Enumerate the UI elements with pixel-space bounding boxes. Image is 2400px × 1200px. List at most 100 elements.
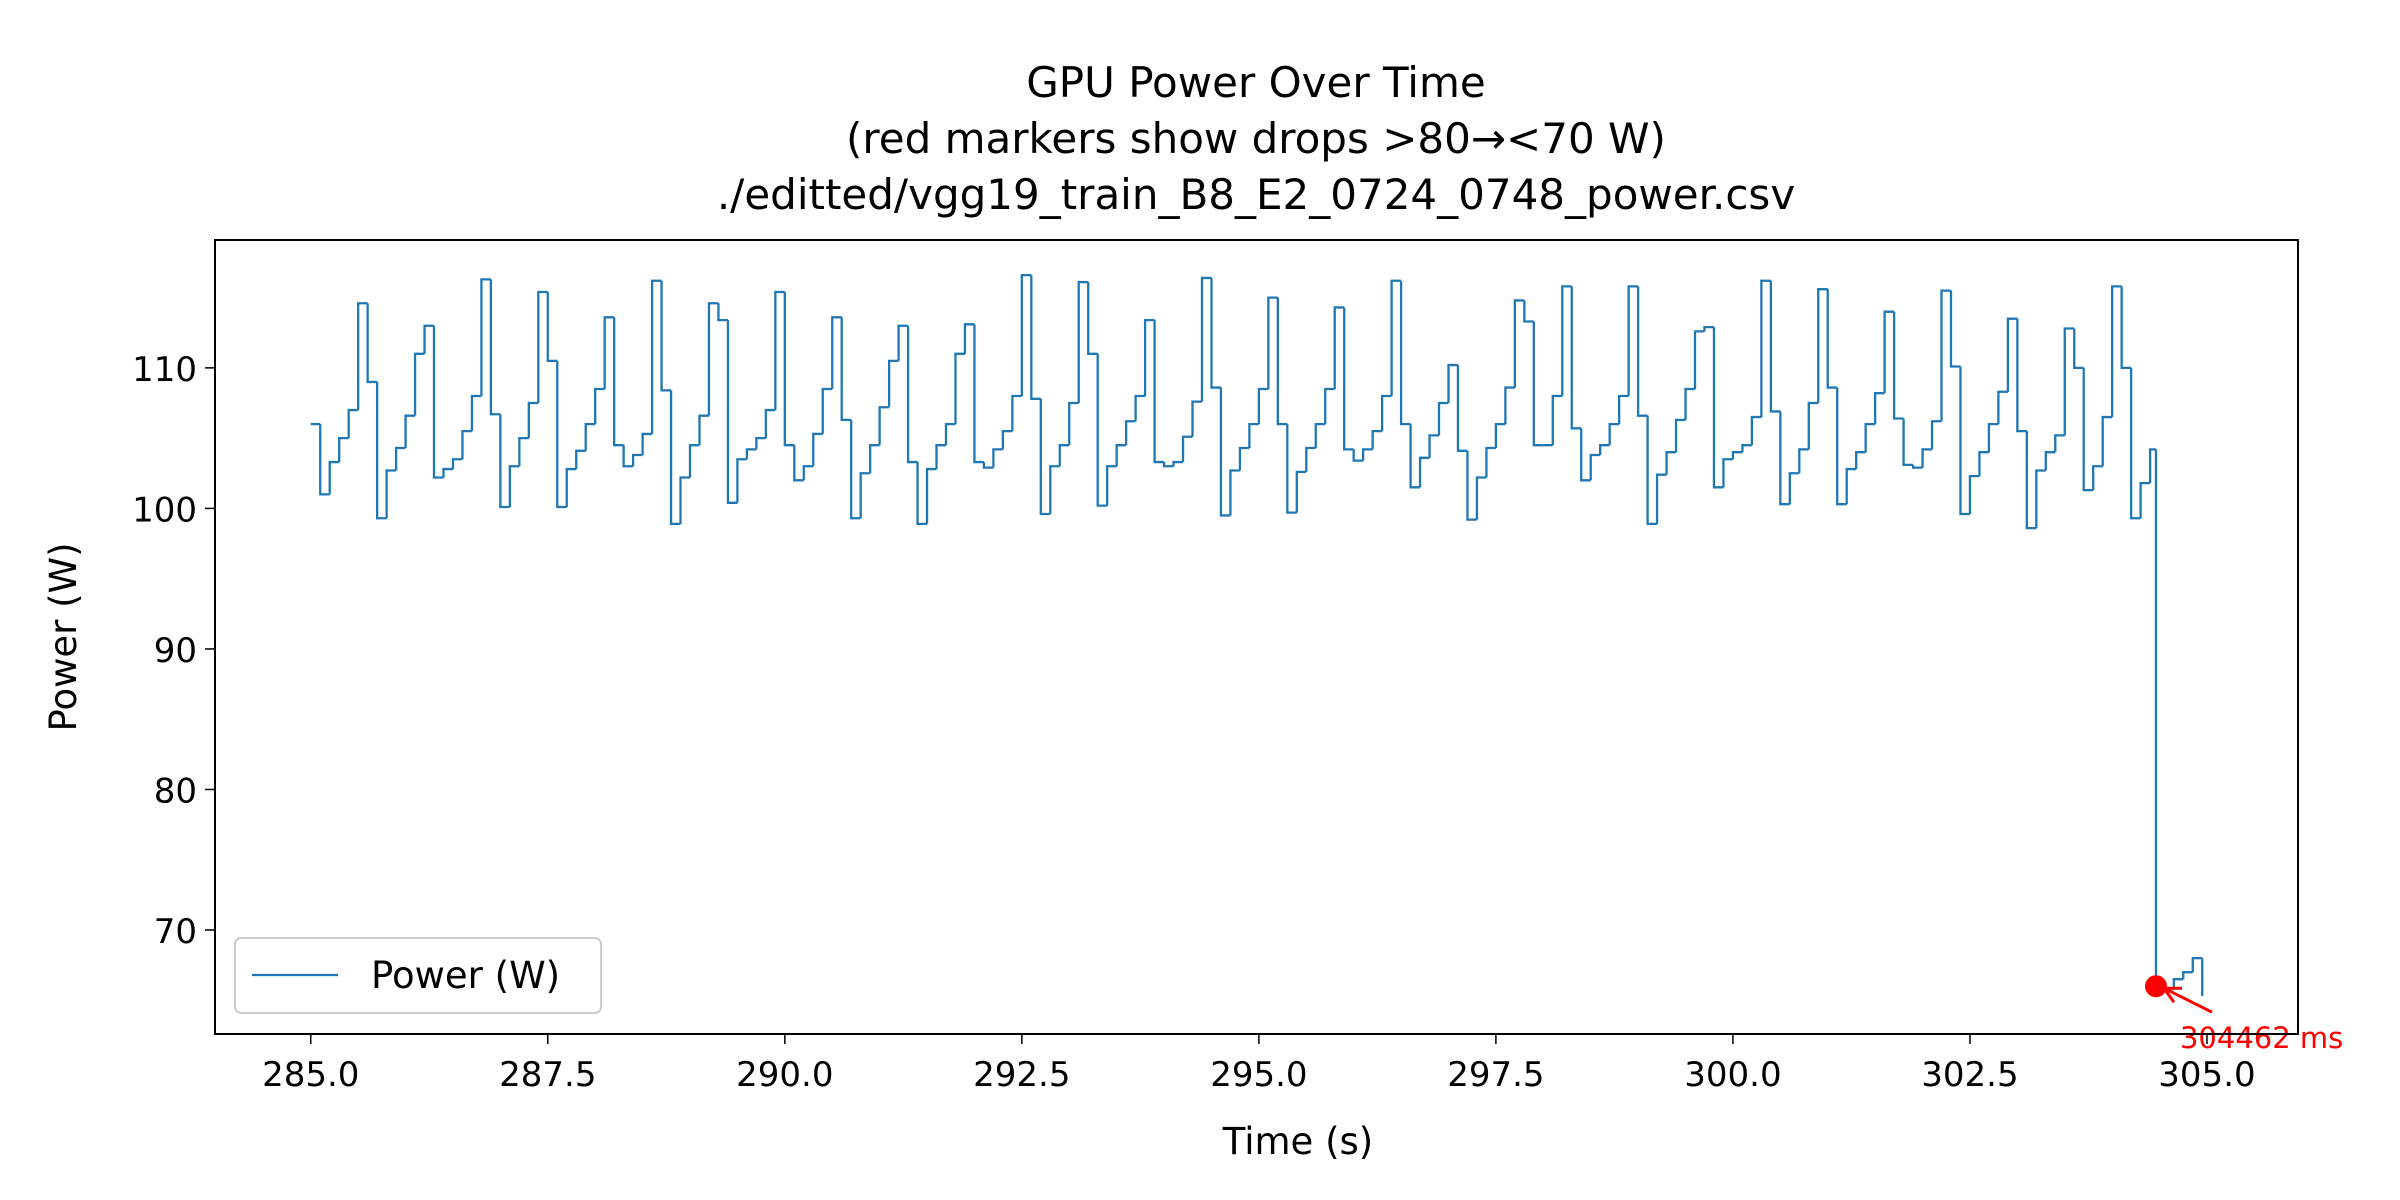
step-segment [1172,460,1184,467]
step-segment [1238,446,1250,471]
step-segment [1618,394,1629,425]
step-segment [783,291,795,447]
step-segment [1902,418,1914,466]
step-segment [973,324,984,464]
step-segment [499,414,510,509]
step-segment [1968,474,1980,515]
step-segment [1324,387,1335,425]
step-segment [1466,450,1477,521]
step-segment [1646,415,1658,526]
step-segment [755,436,766,450]
x-tick-label: 300.0 [1684,1055,1781,1095]
step-segment [556,360,567,509]
step-segment [992,448,1003,468]
step-segment [423,324,435,354]
annotation-arrowhead [2161,986,2182,1004]
y-tick-label: 70 [154,912,197,952]
step-segment [1798,448,1809,474]
legend: Power (W) [234,937,602,1014]
step-segment [1011,394,1022,432]
step-segment [707,302,719,416]
step-segment [2082,367,2094,492]
step-segment [1580,428,1591,482]
step-segment [451,458,463,470]
step-segment [660,280,672,392]
step-segment [1305,446,1316,472]
step-segment [802,465,814,481]
step-segment [1750,415,1762,446]
step-segment [1940,289,1951,422]
x-tick-label: 292.5 [973,1055,1070,1095]
step-segment [669,390,681,526]
step-segment [1807,401,1819,450]
step-segment [2129,367,2141,520]
step-segment [413,352,425,416]
step-segment [1068,401,1079,446]
step-segment [1978,451,1989,477]
step-segment [1636,286,1648,417]
step-segment [1855,451,1866,470]
y-tick-label: 110 [132,350,197,390]
step-segment [347,408,359,439]
step-segment [1030,275,1041,400]
x-tick-label: 287.5 [499,1055,596,1095]
step-segment [641,432,653,456]
step-segment [366,303,378,384]
step-segment [859,472,871,519]
step-segment [2139,481,2151,519]
step-segment [1276,297,1288,426]
step-segment [1077,281,1089,404]
x-tick-label: 297.5 [1447,1055,1544,1095]
step-segment [793,445,804,482]
step-segment [1181,435,1193,463]
step-segment [527,401,539,439]
x-tick-label: 285.0 [262,1055,359,1095]
step-segment [1115,444,1127,467]
step-segment [1741,444,1752,453]
step-segment [1760,279,1771,418]
step-segment [1561,285,1572,396]
annotation-arrow [2165,987,2213,1014]
step-segment [916,462,928,526]
step-segment [1570,286,1582,430]
step-segment [1371,429,1383,450]
step-segment [2120,286,2132,370]
step-segment [489,279,501,416]
step-segment [461,429,472,460]
step-segment [1229,469,1240,516]
step-segment [1200,276,1212,402]
step-segment [1343,307,1354,451]
step-segment [603,316,615,389]
step-segment [2016,318,2027,433]
step-segment [1219,387,1231,517]
step-segment [1693,330,1705,389]
x-tick-label: 290.0 [736,1055,833,1095]
step-segment [575,449,586,470]
step-segment [375,381,387,520]
step-segment [1409,424,1421,489]
step-segment [1892,311,1904,420]
step-segment [1504,386,1515,425]
step-segment [1428,434,1440,458]
step-segment [2035,469,2046,529]
step-segment [1551,394,1563,446]
series-line [310,273,2204,997]
step-segment [1674,418,1686,453]
step-segment [982,462,994,469]
step-segment [925,467,937,524]
step-segment [1911,464,1923,469]
y-axis-label: Power (W) [42,542,85,731]
x-tick-label: 305.0 [2158,1055,2255,1095]
step-segment [1987,422,1999,453]
step-segment [584,422,596,451]
step-segment [2054,434,2065,453]
step-segment [1836,387,1847,506]
x-axis-label: Time (s) [1222,1120,1373,1163]
step-segment [432,325,444,479]
step-segment [1049,465,1060,515]
step-segment [1997,390,2008,425]
step-segment [1314,422,1326,448]
step-segment [1418,456,1430,488]
step-segment [963,323,975,354]
